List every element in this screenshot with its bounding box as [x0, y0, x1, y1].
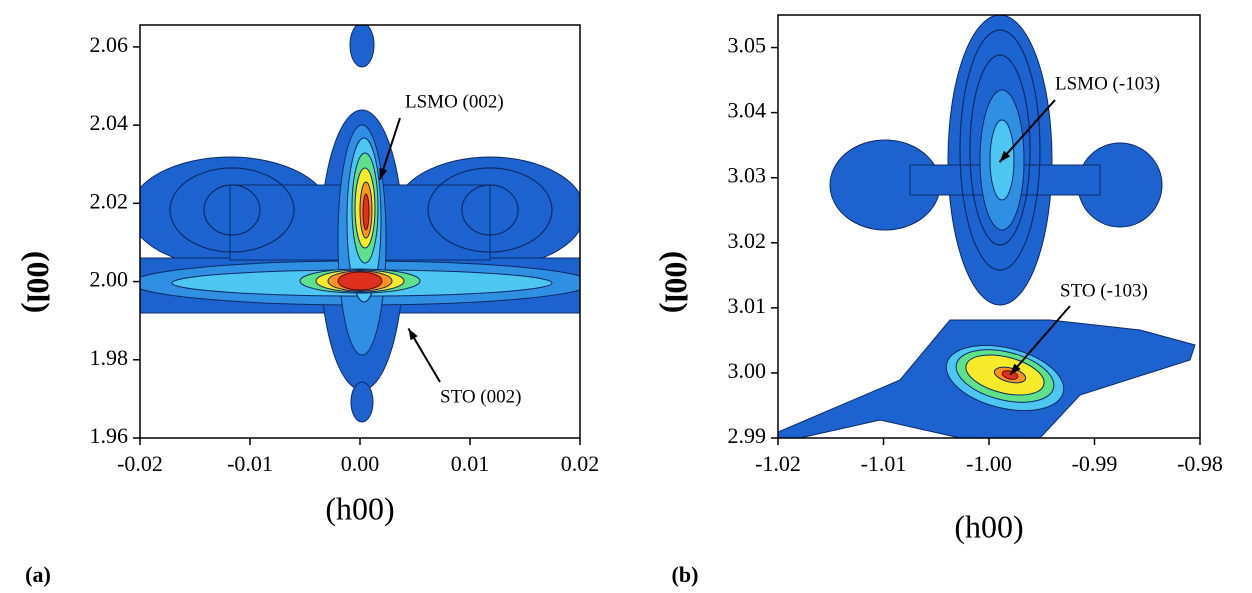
annotation: STO (-103)	[1060, 280, 1148, 301]
x-tick-label: -0.98	[1177, 451, 1223, 476]
arrow-head	[379, 167, 388, 180]
panel-label: (b)	[672, 562, 699, 587]
y-tick-label: 3.04	[728, 98, 767, 123]
contour-map-b	[778, 15, 1196, 438]
y-tick-label: 3.03	[728, 163, 767, 188]
y-tick-label: 3.05	[728, 33, 767, 58]
x-tick-label: -0.99	[1072, 451, 1118, 476]
x-tick-label: -1.02	[755, 451, 801, 476]
arrow-head	[1010, 363, 1021, 375]
y-axis-title: (00l)	[21, 251, 57, 313]
y-tick-label: 1.96	[90, 423, 129, 448]
x-axis-title: (h00)	[325, 490, 394, 526]
arrow-head	[408, 328, 418, 341]
y-tick-label: 3.00	[728, 358, 767, 383]
annotation-arrow	[998, 99, 1056, 163]
y-tick-label: 2.06	[90, 32, 129, 57]
arrow-head	[999, 150, 1011, 163]
x-tick-label: 0.00	[341, 451, 380, 476]
y-tick-label: 3.02	[728, 228, 767, 253]
y-tick-label: 2.99	[728, 423, 767, 448]
y-axis-title: (00l)	[659, 251, 695, 313]
panel-label: (a)	[25, 562, 51, 587]
y-tick-label: 1.98	[90, 345, 129, 370]
contour-map-a	[140, 25, 580, 423]
x-tick-label: -1.01	[861, 451, 907, 476]
y-tick-label: 2.04	[90, 110, 129, 135]
x-tick-label: -0.01	[227, 451, 273, 476]
y-tick-label: 2.02	[90, 188, 129, 213]
x-tick-label: -0.02	[117, 451, 163, 476]
y-tick-label: 3.01	[728, 293, 767, 318]
x-tick-label: 0.01	[451, 451, 490, 476]
x-tick-label: 0.02	[561, 451, 600, 476]
annotation-arrow	[1009, 305, 1071, 376]
y-tick-label: 2.00	[90, 267, 129, 292]
annotation: STO (002)	[440, 386, 521, 407]
x-axis-title: (h00)	[954, 508, 1023, 544]
annotation: LSMO (002)	[405, 91, 504, 112]
annotation: LSMO (-103)	[1055, 73, 1160, 94]
x-tick-label: -1.00	[966, 451, 1012, 476]
